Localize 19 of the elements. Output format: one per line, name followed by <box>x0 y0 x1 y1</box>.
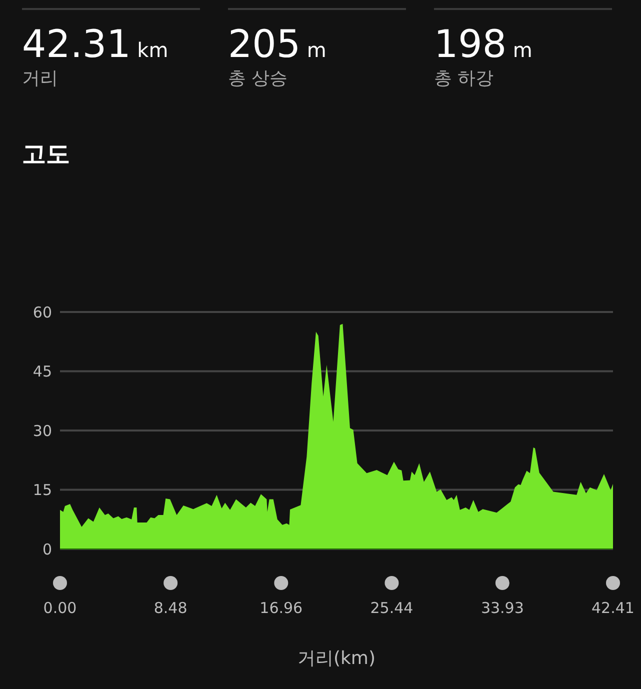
y-tick-label: 60 <box>32 303 52 322</box>
chart-title: 고도 <box>22 139 70 170</box>
x-tick-label: 25.44 <box>370 599 414 617</box>
y-tick-label: 45 <box>32 362 52 381</box>
x-axis-title: 거리(km) <box>297 648 376 669</box>
text: 198 m <box>434 22 534 66</box>
text: 42.31 km <box>22 22 170 66</box>
x-tick-label: 33.93 <box>480 599 524 617</box>
text: 총 하강 <box>434 67 495 90</box>
y-tick-label: 15 <box>32 481 52 500</box>
text: 205 m <box>228 22 328 66</box>
x-tick-label: 42.41 <box>592 599 634 617</box>
text: 총 상승 <box>228 67 289 90</box>
x-tick-label: 8.48 <box>154 599 188 617</box>
y-tick-label: 0 <box>42 540 52 558</box>
x-tick-label: 0.00 <box>43 599 77 617</box>
y-tick-label: 30 <box>32 422 52 440</box>
text: 거리 <box>22 67 59 90</box>
x-tick-label: 16.96 <box>260 599 303 617</box>
